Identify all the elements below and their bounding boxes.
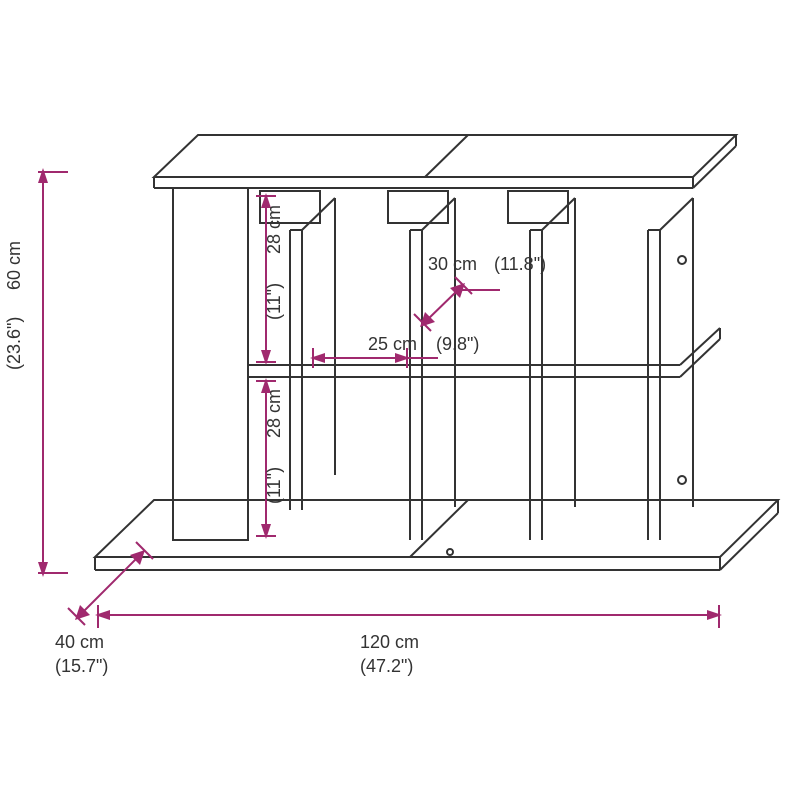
label-40cm: 40 cm — [55, 632, 104, 652]
base-board — [95, 500, 778, 570]
bracket-3 — [508, 191, 568, 223]
label-120in: (47.2") — [360, 656, 413, 676]
bracket-2 — [388, 191, 448, 223]
label-40in: (15.7") — [55, 656, 108, 676]
divider-2 — [410, 198, 455, 540]
label-28u-cm: 28 cm — [264, 205, 284, 254]
dim-depth-40 — [68, 542, 153, 625]
label-25in: (9.8") — [436, 334, 479, 354]
dim-height-60 — [38, 168, 68, 577]
label-30cm: 30 cm — [428, 254, 477, 274]
label-30in: (11.8") — [494, 254, 546, 274]
label-60cm: 60 cm — [4, 241, 24, 290]
right-end-panel — [648, 198, 693, 540]
label-25cm: 25 cm — [368, 334, 417, 354]
dimension-diagram: 60 cm (23.6") 40 cm (15.7") 120 cm (47.2… — [0, 0, 800, 800]
divider-3 — [530, 198, 575, 540]
dim-30-depth — [414, 277, 500, 331]
dim-width-120 — [95, 605, 722, 628]
left-end-panel — [173, 188, 248, 540]
top-board — [154, 135, 736, 188]
label-60in: (23.6") — [4, 317, 24, 370]
label-120cm: 120 cm — [360, 632, 419, 652]
label-28l-in: (11") — [264, 467, 284, 504]
label-28l-cm: 28 cm — [264, 389, 284, 438]
label-28u-in: (11") — [264, 283, 284, 320]
middle-shelf — [248, 328, 720, 377]
